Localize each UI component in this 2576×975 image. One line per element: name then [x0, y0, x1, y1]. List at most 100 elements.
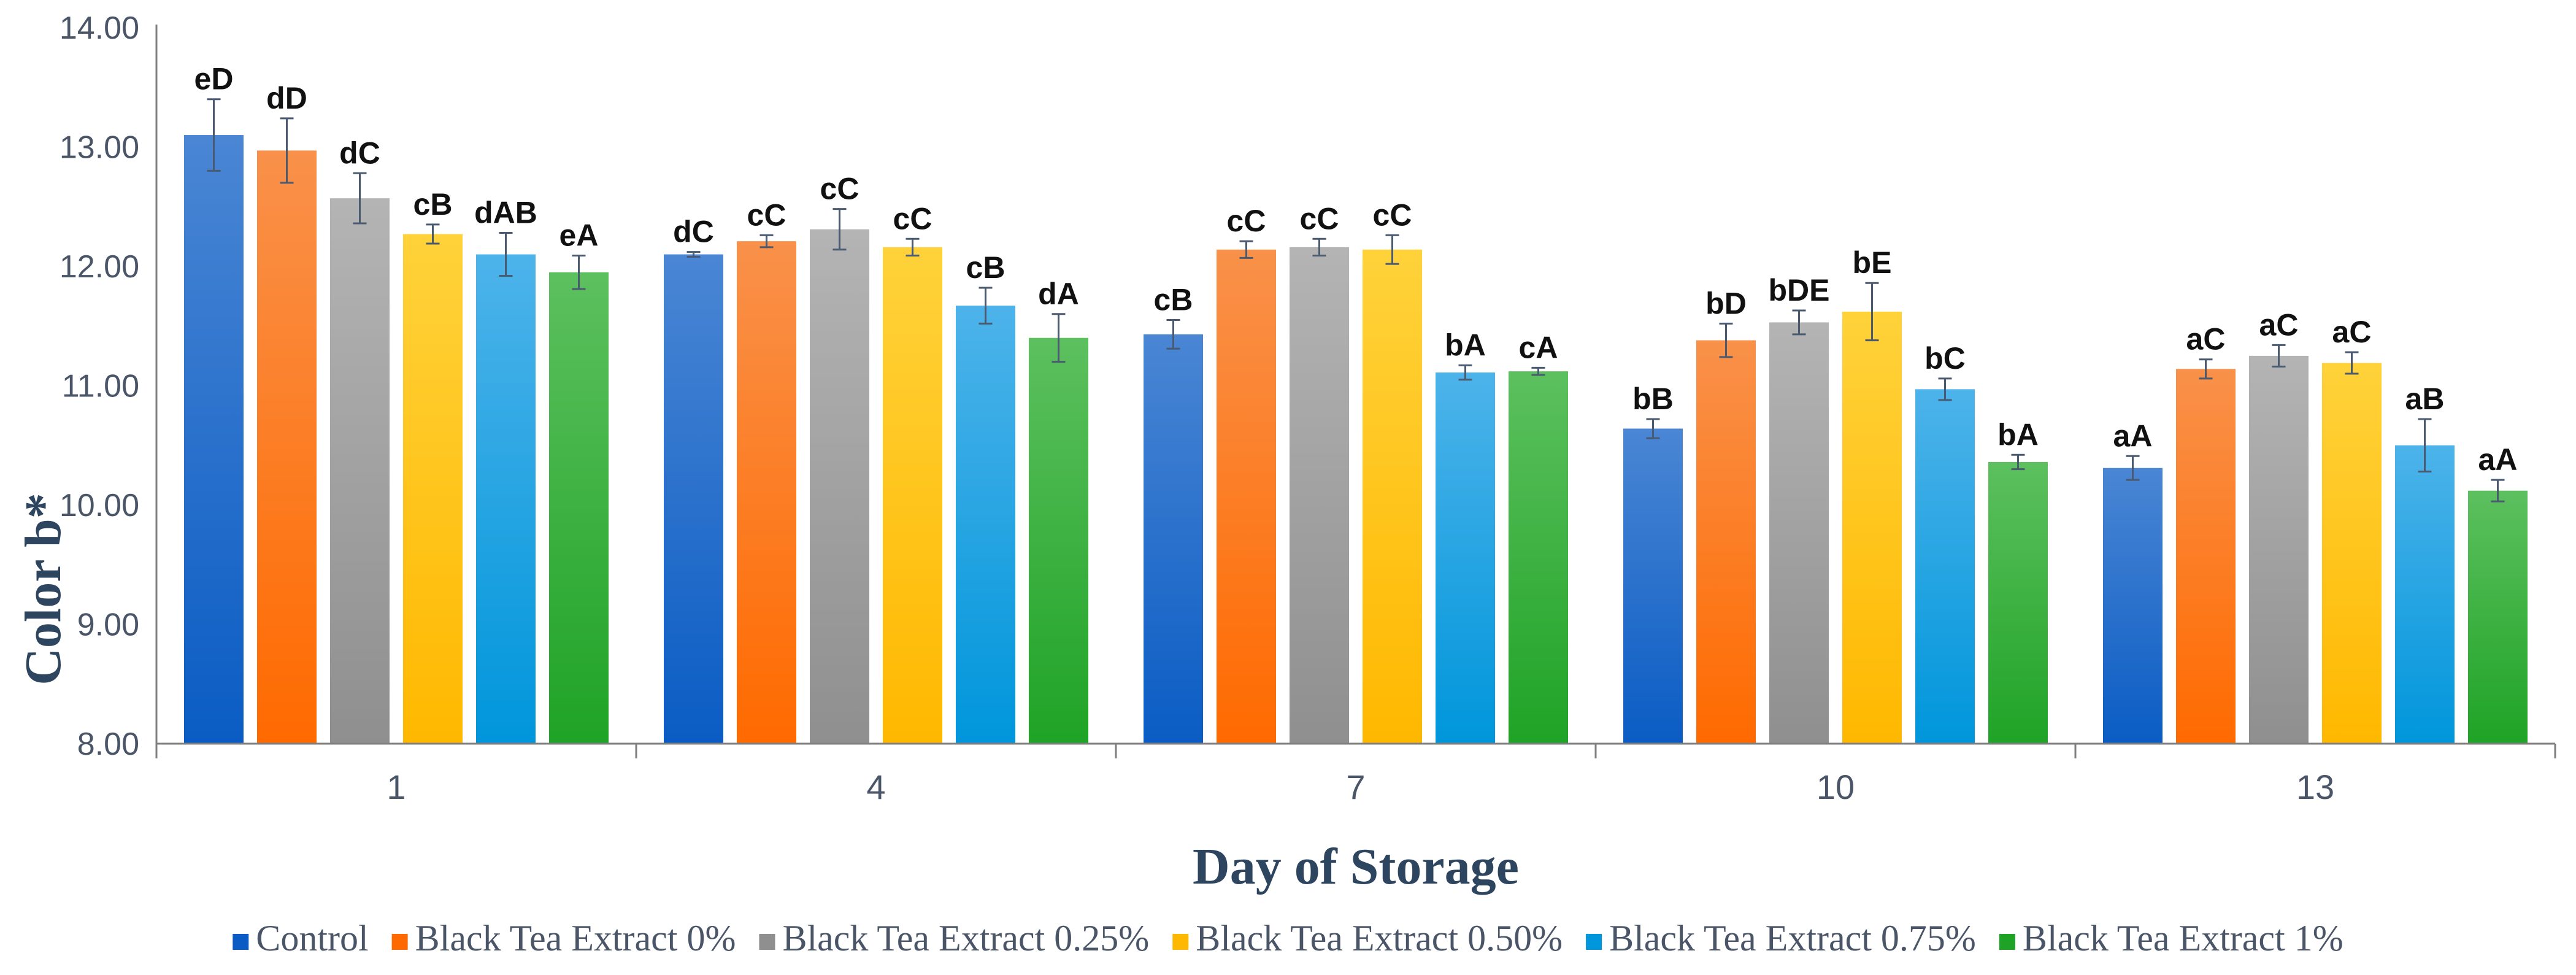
y-axis-title: Color b* — [15, 493, 72, 685]
bar — [1842, 311, 1902, 744]
y-axis-ticks: 8.00 9.00 10.00 11.00 12.00 13.00 14.00 — [60, 10, 139, 762]
bar — [1436, 372, 1495, 744]
bar — [1509, 371, 1568, 744]
legend-swatch — [1999, 934, 2015, 950]
bar — [1144, 334, 1203, 744]
bar — [2468, 490, 2528, 744]
data-label: eA — [559, 218, 599, 252]
data-label: cC — [1300, 201, 1339, 236]
y-tick-label: 12.00 — [60, 249, 139, 285]
data-label: dAB — [474, 196, 537, 230]
legend-swatch — [1172, 934, 1189, 950]
legend-label: Black Tea Extract 0% — [415, 918, 736, 958]
y-tick-label: 10.00 — [60, 488, 139, 523]
data-label: bA — [1997, 417, 2039, 452]
x-tick-label: 7 — [1346, 768, 1365, 806]
bar — [2176, 369, 2236, 744]
axes — [155, 25, 2556, 758]
x-axis-ticks: 1 4 7 10 13 — [386, 768, 2334, 806]
bar — [257, 150, 317, 744]
bar — [2395, 445, 2455, 744]
bar — [184, 135, 244, 744]
data-label: eD — [194, 62, 234, 96]
bar — [2249, 355, 2309, 744]
legend-label: Control — [256, 918, 368, 958]
bar — [664, 254, 723, 744]
bar — [883, 247, 942, 744]
bar — [1769, 322, 1829, 744]
data-label: dC — [673, 215, 714, 249]
data-label: aA — [2478, 442, 2518, 477]
y-tick-label: 11.00 — [62, 369, 139, 404]
data-label: bA — [1445, 328, 1486, 362]
y-tick-label: 13.00 — [60, 130, 139, 166]
data-label: cC — [747, 198, 786, 232]
bar — [810, 229, 869, 744]
legend-swatch — [759, 934, 775, 950]
legend-label: Black Tea Extract 1% — [2023, 918, 2343, 958]
x-tick-label: 4 — [866, 768, 885, 806]
data-label: cC — [820, 172, 859, 206]
legend-item: Black Tea Extract 0.75% — [1586, 918, 1976, 958]
data-label: cB — [1154, 283, 1193, 317]
data-label: bD — [1705, 286, 1747, 320]
bar — [1623, 428, 1683, 744]
data-label: aC — [2186, 322, 2226, 356]
data-label: cB — [966, 250, 1005, 285]
data-label: aB — [2405, 382, 2445, 416]
data-label: cB — [413, 187, 453, 222]
data-label: aC — [2332, 315, 2372, 349]
x-tick-label: 10 — [1817, 768, 1855, 806]
bar — [549, 272, 609, 744]
data-label: bDE — [1769, 273, 1830, 307]
legend: Control Black Tea Extract 0% Black Tea Ext… — [233, 918, 2343, 958]
bar — [1290, 247, 1349, 744]
bars — [184, 135, 2528, 744]
data-label: bC — [1924, 341, 1966, 376]
bar — [403, 234, 463, 744]
bar — [476, 254, 536, 744]
legend-item: Control — [233, 918, 369, 958]
data-label: aA — [2113, 418, 2153, 453]
legend-swatch — [233, 934, 249, 950]
bar — [737, 241, 796, 744]
y-tick-label: 14.00 — [60, 10, 139, 46]
y-tick-label: 9.00 — [77, 607, 139, 643]
bar — [956, 306, 1015, 744]
error-bars — [207, 98, 2505, 503]
legend-label: Black Tea Extract 0.75% — [1609, 918, 1976, 958]
bar — [2103, 468, 2163, 744]
bar — [1363, 249, 1422, 744]
legend-label: Black Tea Extract 0.25% — [782, 918, 1149, 958]
data-label: bE — [1853, 245, 1892, 280]
bar — [2322, 363, 2382, 744]
data-label: bB — [1632, 382, 1674, 416]
data-label: cC — [893, 201, 932, 236]
legend-swatch — [391, 934, 408, 950]
legend-swatch — [1586, 934, 1602, 950]
y-tick-label: 8.00 — [77, 726, 139, 762]
data-label: dA — [1038, 277, 1079, 311]
legend-item: Black Tea Extract 0.25% — [759, 918, 1149, 958]
data-label: aC — [2259, 307, 2299, 342]
legend-label: Black Tea Extract 0.50% — [1196, 918, 1563, 958]
data-label: cC — [1227, 204, 1266, 238]
bar — [330, 198, 390, 744]
data-labels: eD dD dC cB dAB eA dC cC cC cC cB dA cB cC cC cC bA cA bB b… — [194, 62, 2518, 477]
bar — [1696, 340, 1756, 744]
data-label: dD — [266, 81, 307, 115]
bar — [1988, 461, 2048, 744]
bar — [1915, 389, 1975, 744]
data-label: cC — [1373, 198, 1412, 232]
data-label: cA — [1519, 330, 1558, 364]
legend-item: Black Tea Extract 1% — [1999, 918, 2343, 958]
data-label: dC — [339, 136, 380, 170]
x-tick-label: 1 — [386, 768, 406, 806]
legend-item: Black Tea Extract 0.50% — [1172, 918, 1563, 958]
x-tick-label: 13 — [2296, 768, 2334, 806]
x-axis-title: Day of Storage — [1193, 838, 1519, 895]
bar — [1029, 337, 1088, 744]
bar — [1217, 249, 1276, 744]
legend-item: Black Tea Extract 0% — [391, 918, 736, 958]
